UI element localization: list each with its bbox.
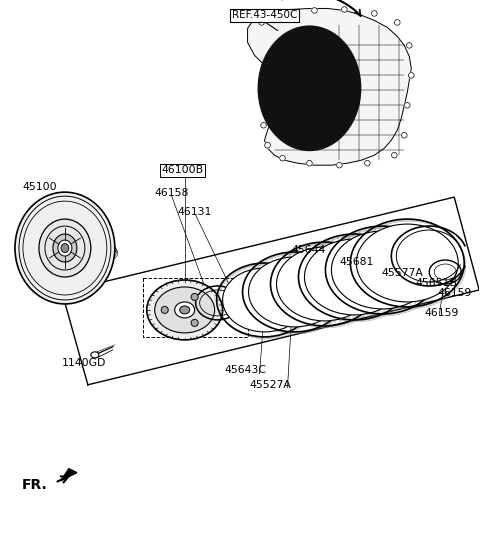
Circle shape <box>261 123 266 128</box>
Circle shape <box>307 160 312 166</box>
Circle shape <box>259 19 264 25</box>
Ellipse shape <box>155 287 215 333</box>
Text: 46131: 46131 <box>178 207 212 217</box>
Circle shape <box>408 72 414 78</box>
Circle shape <box>342 6 347 12</box>
Circle shape <box>191 293 198 300</box>
Circle shape <box>191 319 198 326</box>
Ellipse shape <box>180 306 190 314</box>
Text: 46159: 46159 <box>437 288 472 298</box>
Text: FR.: FR. <box>22 478 48 491</box>
Circle shape <box>336 163 342 168</box>
Circle shape <box>405 103 410 108</box>
Circle shape <box>395 19 400 25</box>
Text: 45527A: 45527A <box>250 380 291 390</box>
Ellipse shape <box>249 257 340 327</box>
Circle shape <box>265 143 270 148</box>
Text: 45100: 45100 <box>22 182 57 192</box>
Text: 46159: 46159 <box>424 308 458 318</box>
Ellipse shape <box>276 247 372 321</box>
Ellipse shape <box>58 240 72 256</box>
Circle shape <box>280 156 285 161</box>
Circle shape <box>262 63 267 68</box>
Ellipse shape <box>228 290 248 306</box>
Circle shape <box>372 11 377 16</box>
Circle shape <box>392 152 397 158</box>
Text: 45681: 45681 <box>339 257 374 267</box>
Circle shape <box>312 8 317 14</box>
Ellipse shape <box>223 268 306 332</box>
Text: 46100B: 46100B <box>162 165 204 175</box>
Text: 45644: 45644 <box>291 245 326 255</box>
Ellipse shape <box>53 234 77 262</box>
Ellipse shape <box>147 280 223 340</box>
Text: 46158: 46158 <box>155 188 189 198</box>
Ellipse shape <box>304 239 404 315</box>
Ellipse shape <box>39 219 91 277</box>
Ellipse shape <box>175 302 195 318</box>
Circle shape <box>161 306 168 313</box>
Text: 1140GD: 1140GD <box>62 358 106 368</box>
Ellipse shape <box>91 352 99 358</box>
Ellipse shape <box>331 231 433 309</box>
Ellipse shape <box>15 192 115 304</box>
Ellipse shape <box>258 25 361 151</box>
Ellipse shape <box>356 224 458 302</box>
Text: REF.43-450C: REF.43-450C <box>231 10 297 21</box>
Circle shape <box>282 12 288 17</box>
Text: 45577A: 45577A <box>381 268 423 278</box>
Ellipse shape <box>61 244 69 253</box>
Circle shape <box>261 92 266 98</box>
Polygon shape <box>248 9 411 165</box>
Circle shape <box>365 160 370 166</box>
Text: 45651B: 45651B <box>415 278 457 288</box>
Text: 45643C: 45643C <box>225 365 266 375</box>
Circle shape <box>401 132 407 138</box>
Circle shape <box>407 43 412 48</box>
Polygon shape <box>61 469 77 481</box>
